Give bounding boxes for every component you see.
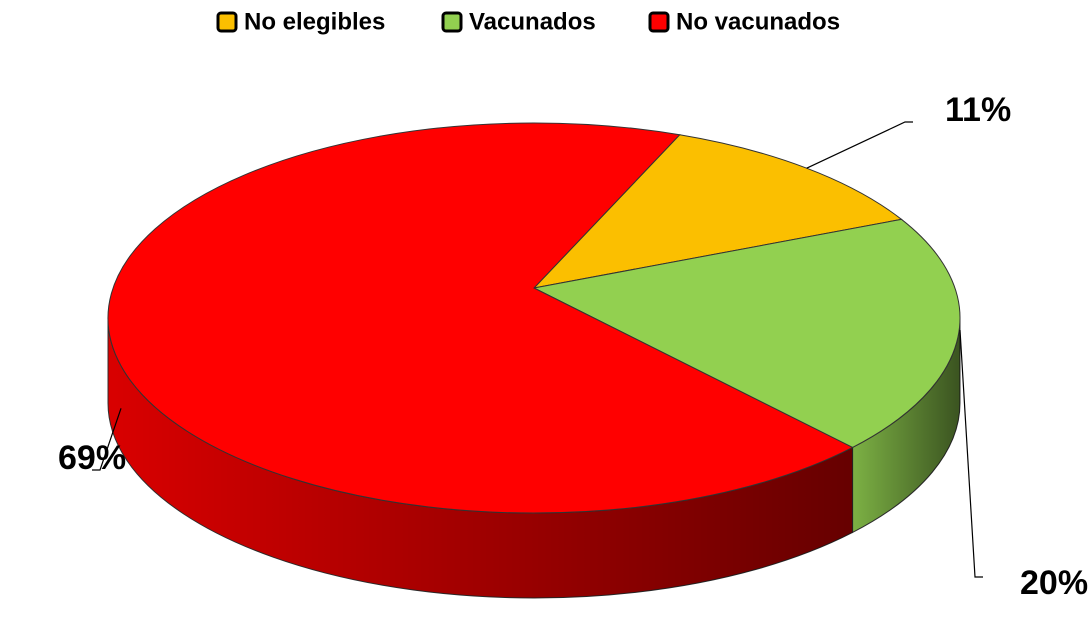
data-label: 20% bbox=[1020, 564, 1088, 602]
slice-side-shade bbox=[852, 318, 960, 533]
legend-label: No elegibles bbox=[244, 8, 385, 35]
leader-line bbox=[92, 408, 122, 471]
legend-swatch bbox=[648, 11, 670, 33]
legend: No elegibles Vacunados No vacunados bbox=[216, 8, 840, 35]
slice-tops bbox=[107, 122, 961, 514]
leader-line bbox=[959, 329, 983, 578]
slice bbox=[532, 218, 961, 449]
slice-side-shade bbox=[108, 318, 853, 599]
legend-label: No vacunados bbox=[676, 8, 840, 35]
legend-swatch bbox=[441, 11, 463, 33]
legend-label: Vacunados bbox=[469, 8, 596, 35]
data-label: 11% bbox=[945, 91, 1011, 129]
leader-line bbox=[806, 121, 913, 169]
legend-swatch bbox=[216, 11, 238, 33]
labels: 11% 20% 69% bbox=[58, 91, 1088, 602]
data-label: 69% bbox=[58, 439, 126, 477]
slice bbox=[107, 122, 854, 514]
